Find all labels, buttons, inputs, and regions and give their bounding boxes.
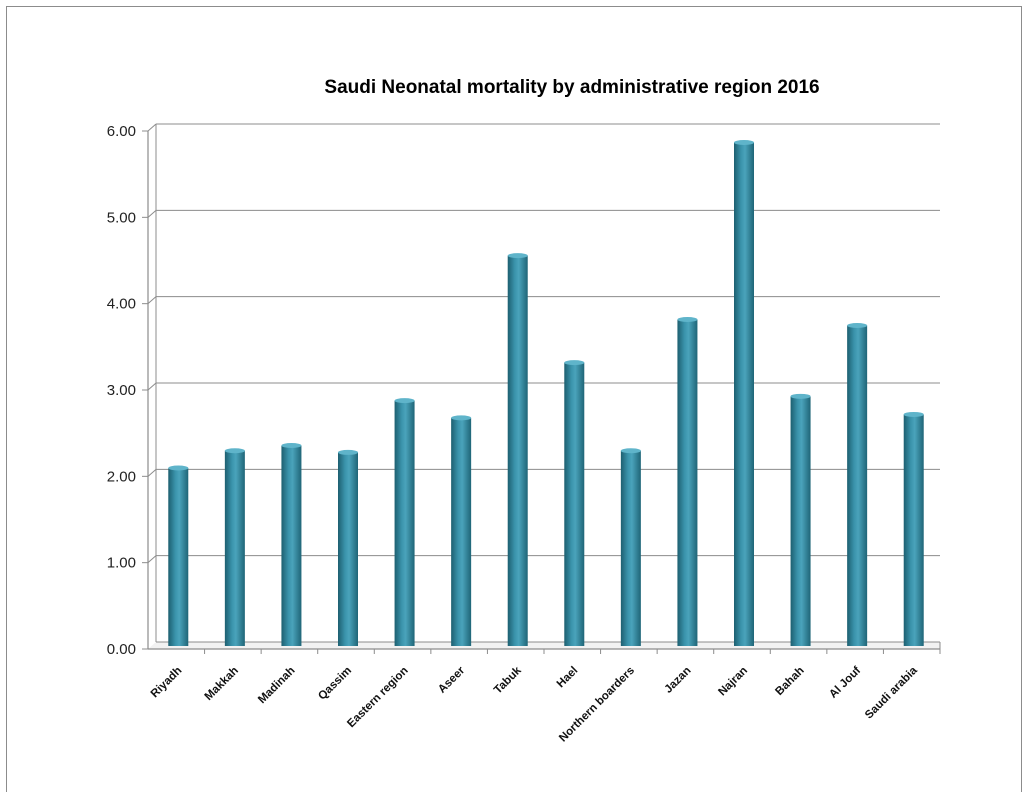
- gridline-side: [147, 382, 157, 391]
- bar: [224, 450, 245, 646]
- x-tick-label: Jazan: [662, 665, 693, 696]
- x-tick-label: Madinah: [256, 665, 297, 706]
- y-tick-label: 1.00: [107, 555, 136, 572]
- bar-top: [677, 316, 698, 322]
- gridline-side: [147, 123, 157, 132]
- x-tick-label: Al Jouf: [827, 665, 863, 701]
- y-tick-label: 6.00: [107, 123, 136, 140]
- bar: [507, 255, 528, 647]
- bar-top: [507, 253, 528, 259]
- bar: [677, 319, 698, 646]
- chart-title: Saudi Neonatal mortality by administrati…: [324, 77, 819, 98]
- bar-top: [564, 360, 585, 366]
- gridlines: [147, 123, 940, 564]
- bar-top: [394, 398, 415, 404]
- x-tick-label: Hael: [555, 665, 581, 691]
- x-tick-label: Aseer: [436, 664, 467, 695]
- bar: [338, 452, 358, 646]
- chart-floor: [148, 642, 940, 649]
- x-tick-label: Qassim: [316, 665, 354, 703]
- bar: [564, 362, 585, 646]
- bar-top: [451, 415, 472, 421]
- bar-top: [734, 139, 754, 145]
- bar-top: [847, 323, 868, 329]
- x-tick-label: Bahah: [773, 665, 806, 698]
- x-tick-label: Riyadh: [149, 665, 185, 701]
- bars: [168, 139, 924, 647]
- axes: [142, 124, 941, 654]
- bar-top: [281, 443, 302, 449]
- x-tick-label: Eastern region: [345, 665, 410, 730]
- gridline-side: [147, 555, 157, 564]
- x-tick-label: Najran: [716, 665, 750, 699]
- x-tick-label: Tabuk: [492, 664, 524, 696]
- gridline-side: [147, 296, 157, 305]
- bar-top: [338, 449, 358, 455]
- bar: [734, 142, 754, 646]
- y-tick-label: 0.00: [107, 641, 136, 658]
- y-axis-tick-labels: 0.00 1.00 2.00 3.00 4.00 5.00 6.00: [107, 123, 136, 658]
- bar-top: [903, 411, 924, 417]
- bar: [394, 400, 415, 646]
- bar: [620, 450, 641, 646]
- y-tick-label: 5.00: [107, 209, 136, 226]
- gridline-side: [147, 209, 157, 218]
- x-tick-label: Saudi arabia: [863, 664, 920, 721]
- bar: [790, 396, 811, 646]
- bar-top: [168, 465, 189, 471]
- bar: [847, 325, 868, 646]
- y-tick-label: 3.00: [107, 382, 136, 399]
- x-tick-label: Makkah: [203, 665, 241, 703]
- y-tick-label: 2.00: [107, 468, 136, 485]
- gridline-side: [147, 468, 157, 477]
- bar: [168, 467, 189, 646]
- bar-top: [224, 448, 245, 454]
- bar: [903, 414, 924, 646]
- bar-top: [790, 393, 811, 399]
- bar: [451, 417, 472, 646]
- bar: [281, 445, 302, 646]
- bar-top: [620, 448, 641, 454]
- y-tick-label: 4.00: [107, 296, 136, 313]
